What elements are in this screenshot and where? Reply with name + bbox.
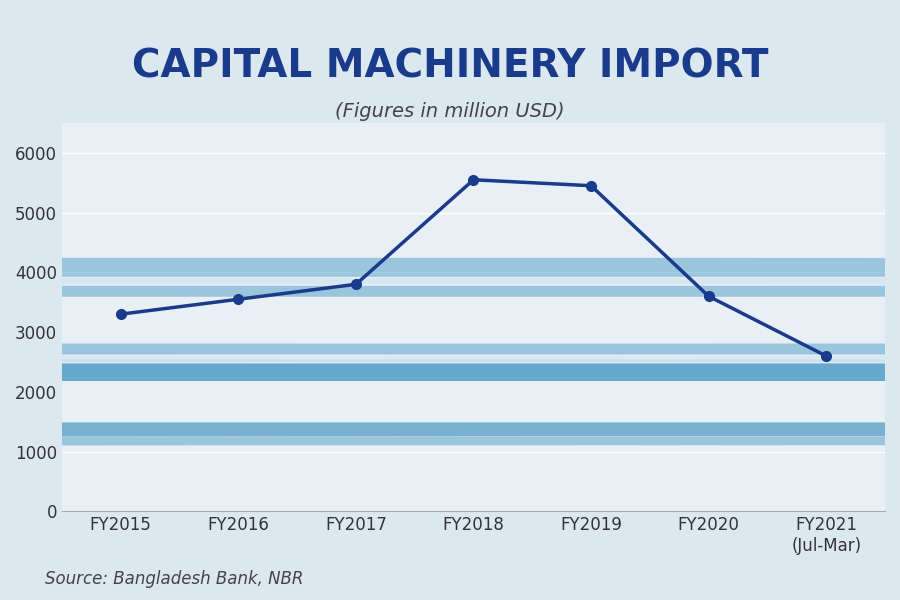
Text: CAPITAL MACHINERY IMPORT: CAPITAL MACHINERY IMPORT xyxy=(131,48,769,86)
Circle shape xyxy=(0,355,900,363)
Polygon shape xyxy=(0,257,900,383)
Circle shape xyxy=(0,277,900,285)
Circle shape xyxy=(0,298,900,343)
Text: Source: Bangladesh Bank, NBR: Source: Bangladesh Bank, NBR xyxy=(45,570,303,588)
Text: (Figures in million USD): (Figures in million USD) xyxy=(335,102,565,121)
Polygon shape xyxy=(0,353,900,443)
Polygon shape xyxy=(0,355,900,452)
Circle shape xyxy=(0,386,900,422)
Circle shape xyxy=(0,382,900,414)
